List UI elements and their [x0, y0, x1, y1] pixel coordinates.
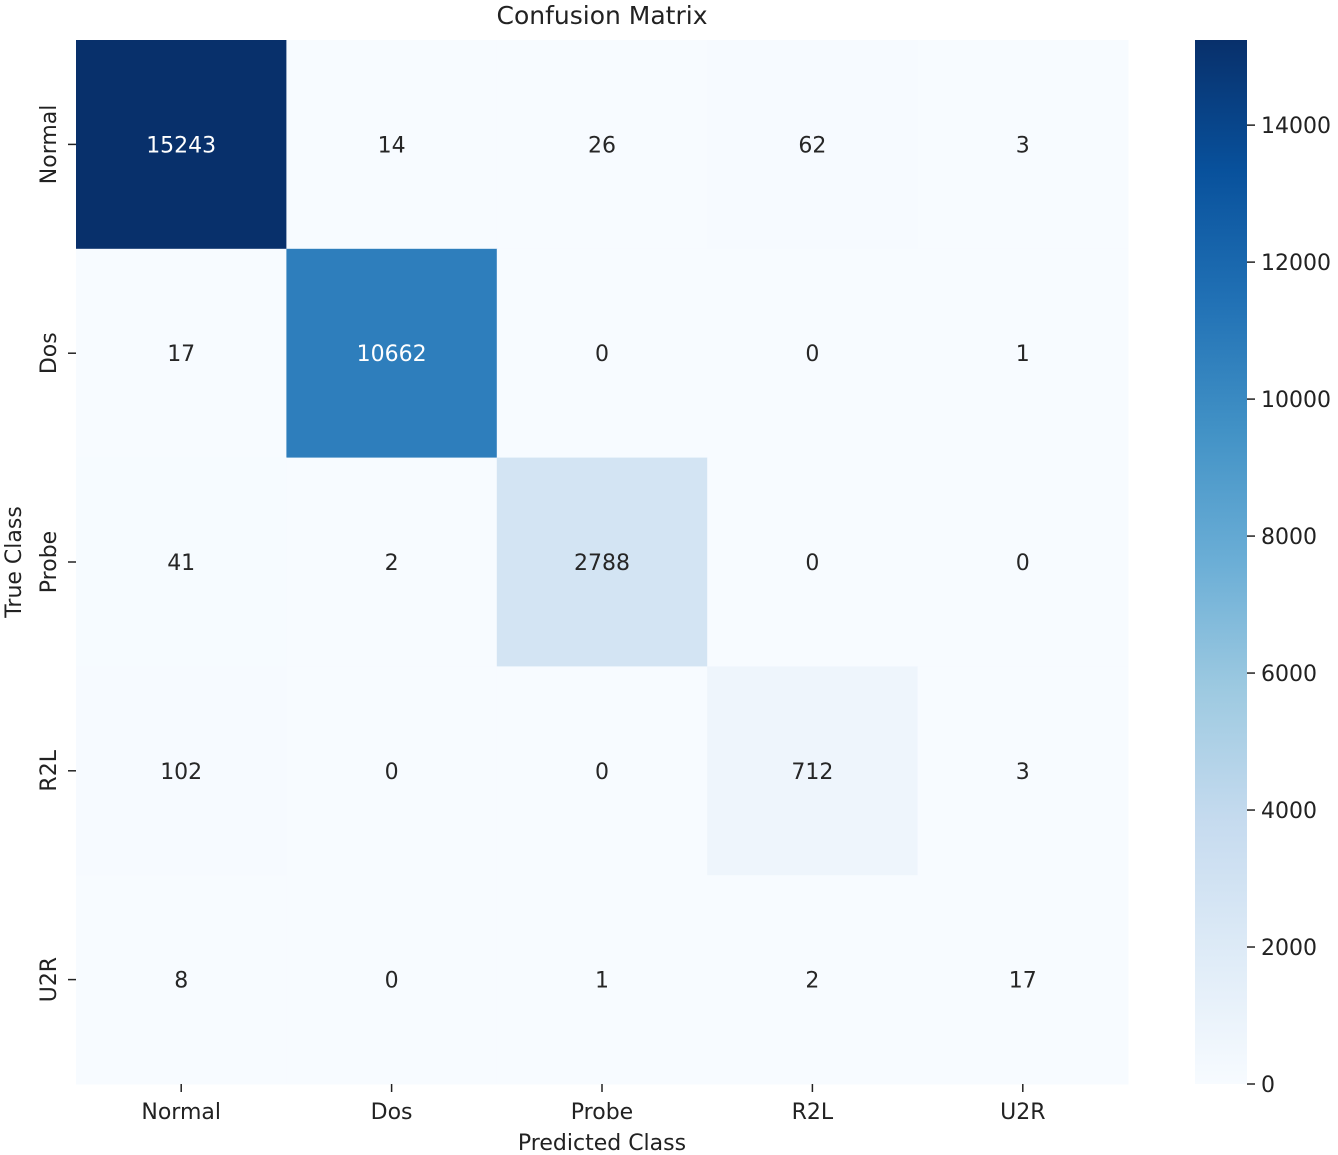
- heatmap-cell: [76, 40, 287, 250]
- colorbar-tick-label: 6000: [1261, 662, 1317, 687]
- cell-value-label: 0: [595, 342, 609, 367]
- heatmap-cell: [496, 875, 708, 1085]
- cell-value-label: 712: [791, 760, 833, 785]
- x-tick-label: U2R: [1000, 1100, 1045, 1125]
- cell-value-label: 41: [167, 551, 195, 576]
- cell-value-label: 17: [1009, 969, 1037, 994]
- y-tick-label: Normal: [37, 105, 62, 185]
- heatmap-cell: [286, 248, 498, 459]
- cell-value-label: 1: [595, 969, 609, 994]
- colorbar-ticks: 0 2000 4000 6000 8000 10000 12000 14000: [1247, 114, 1331, 1098]
- heatmap-cell: [76, 666, 287, 876]
- cell-value-label: 3: [1016, 133, 1030, 158]
- cell-value-label: 0: [805, 342, 819, 367]
- heatmap-cell: [286, 40, 498, 250]
- heatmap-cells: [76, 40, 1129, 1085]
- y-axis-label: True Class: [2, 506, 27, 619]
- x-axis-label: Predicted Class: [518, 1131, 686, 1155]
- colorbar-tick-label: 10000: [1261, 388, 1331, 413]
- cell-value-label: 0: [385, 760, 399, 785]
- cell-value-label: 10662: [357, 342, 427, 367]
- x-tick-label: Dos: [371, 1100, 413, 1125]
- colorbar: [1195, 40, 1247, 1084]
- heatmap-cell: [917, 457, 1129, 667]
- y-axis: Normal Dos Probe R2L U2R: [37, 105, 76, 1002]
- cell-value-label: 2: [385, 551, 399, 576]
- heatmap-cell: [496, 457, 708, 667]
- colorbar-tick-label: 2000: [1261, 936, 1317, 961]
- x-tick-label: R2L: [792, 1100, 834, 1125]
- cell-value-label: 0: [385, 969, 399, 994]
- cell-value-label: 2: [805, 969, 819, 994]
- cell-value-label: 14: [378, 133, 406, 158]
- x-tick-label: Probe: [571, 1100, 633, 1125]
- chart-title: Confusion Matrix: [496, 1, 707, 30]
- heatmap-cell: [496, 40, 708, 250]
- cell-value-label: 15243: [146, 133, 216, 158]
- heatmap-cell: [707, 666, 919, 876]
- heatmap-cell: [917, 875, 1129, 1085]
- cell-value-label: 102: [160, 760, 202, 785]
- heatmap-cell: [707, 40, 919, 250]
- heatmap-cell: [286, 457, 498, 667]
- heatmap-cell: [917, 666, 1129, 876]
- heatmap-cell: [286, 666, 498, 876]
- cell-value-label: 0: [595, 760, 609, 785]
- cell-value-label: 0: [1016, 551, 1030, 576]
- heatmap-cell: [496, 248, 708, 459]
- y-tick-label: Dos: [37, 332, 62, 374]
- y-tick-label: U2R: [37, 957, 62, 1002]
- heatmap-cell: [707, 875, 919, 1085]
- cell-value-label: 26: [588, 133, 616, 158]
- cell-value-label: 17: [167, 342, 195, 367]
- heatmap-cell: [76, 248, 287, 459]
- cell-value-label: 1: [1016, 342, 1030, 367]
- colorbar-tick-label: 8000: [1261, 525, 1317, 550]
- y-tick-label: R2L: [37, 749, 62, 791]
- heatmap-cell: [917, 40, 1129, 250]
- x-axis: Normal Dos Probe R2L U2R: [141, 1084, 1045, 1125]
- heatmap-cell: [76, 457, 287, 667]
- colorbar-tick-label: 14000: [1261, 114, 1331, 139]
- cell-value-label: 62: [798, 133, 826, 158]
- heatmap-cell: [917, 248, 1129, 459]
- heatmap-cell: [496, 666, 708, 876]
- cell-value-label: 3: [1016, 760, 1030, 785]
- heatmap-cell: [286, 875, 498, 1085]
- heatmap-cell: [707, 457, 919, 667]
- heatmap-cell: [76, 875, 287, 1085]
- colorbar-tick-label: 12000: [1261, 251, 1331, 276]
- cell-value-label: 2788: [574, 551, 630, 576]
- colorbar-tick-label: 0: [1261, 1073, 1275, 1098]
- colorbar-tick-label: 4000: [1261, 799, 1317, 824]
- cell-value-label: 8: [174, 969, 188, 994]
- cell-value-label: 0: [805, 551, 819, 576]
- y-tick-label: Probe: [37, 531, 62, 593]
- heatmap-cell: [707, 248, 919, 459]
- x-tick-label: Normal: [141, 1100, 221, 1125]
